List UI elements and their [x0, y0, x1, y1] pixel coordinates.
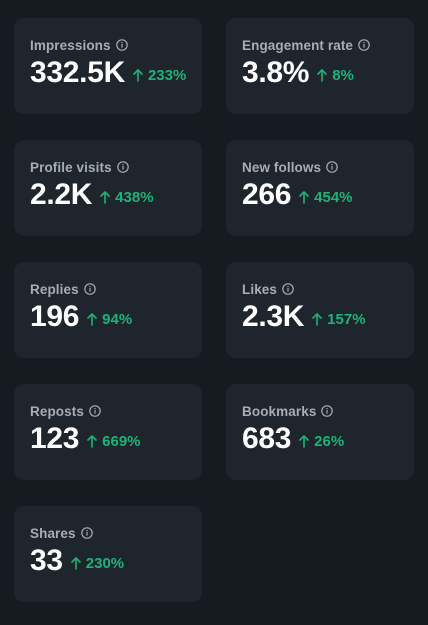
metric-card-replies[interactable]: Replies 196 94%	[14, 262, 202, 358]
metric-label-row: Replies	[30, 280, 186, 298]
metric-label: Bookmarks	[242, 403, 317, 419]
metric-value: 2.3K	[242, 300, 305, 333]
metric-card-reposts[interactable]: Reposts 123 669%	[14, 384, 202, 480]
metric-label: Replies	[30, 281, 79, 297]
metric-label: Profile visits	[30, 159, 112, 175]
metric-label-row: Engagement rate	[242, 36, 398, 54]
metric-change-value: 230%	[85, 555, 125, 572]
info-icon[interactable]	[326, 161, 338, 173]
metric-label: Reposts	[30, 403, 84, 419]
metric-label-row: New follows	[242, 158, 398, 176]
metric-label: Likes	[242, 281, 278, 297]
metric-change-value: 669%	[102, 433, 141, 450]
arrow-up-icon	[299, 435, 309, 448]
info-icon[interactable]	[282, 283, 294, 295]
metric-change-value: 8%	[332, 67, 354, 84]
metric-change-value: 26%	[314, 433, 345, 450]
metric-label: Impressions	[30, 37, 111, 53]
metric-card-impressions[interactable]: Impressions 332.5K 233%	[14, 18, 202, 114]
metric-label-row: Reposts	[30, 402, 186, 420]
metric-label-row: Likes	[242, 280, 398, 298]
metric-label-row: Profile visits	[30, 158, 186, 176]
metric-value-row: 3.8% 8%	[242, 55, 398, 91]
metric-card-engagement-rate[interactable]: Engagement rate 3.8% 8%	[226, 18, 414, 114]
metric-label: Engagement rate	[242, 37, 354, 53]
arrow-up-icon	[70, 557, 81, 570]
metric-label: Shares	[30, 525, 76, 541]
metric-value: 123	[30, 422, 80, 455]
info-icon[interactable]	[116, 161, 129, 173]
info-icon[interactable]	[321, 405, 334, 417]
metric-change-value: 157%	[327, 311, 366, 328]
metric-change: 230%	[70, 555, 125, 572]
metric-value-row: 2.3K 157%	[242, 299, 398, 335]
metric-change: 26%	[299, 433, 344, 450]
metric-label-row: Impressions	[30, 36, 186, 54]
metric-value-row: 196 94%	[30, 299, 186, 335]
info-icon[interactable]	[358, 39, 370, 51]
metric-value: 196	[30, 300, 80, 333]
metric-value: 332.5K	[30, 56, 125, 89]
metric-change-value: 233%	[147, 67, 187, 84]
metric-card-bookmarks[interactable]: Bookmarks 683 26%	[226, 384, 414, 480]
metric-change: 438%	[100, 189, 154, 206]
metric-change-value: 94%	[102, 311, 133, 328]
metric-label: New follows	[242, 159, 322, 175]
metric-value-row: 123 669%	[30, 421, 186, 457]
metric-value: 2.2K	[30, 178, 93, 211]
metric-card-shares[interactable]: Shares 33 230%	[14, 506, 202, 602]
metric-value: 683	[242, 422, 292, 455]
metric-value-row: 332.5K 233%	[30, 55, 186, 91]
arrow-up-icon	[87, 435, 97, 448]
metric-change: 454%	[299, 189, 353, 206]
arrow-up-icon	[100, 191, 110, 204]
metric-change: 233%	[133, 67, 186, 84]
metric-change: 157%	[312, 311, 366, 328]
metric-value: 3.8%	[242, 56, 310, 89]
arrow-up-icon	[87, 313, 97, 326]
metric-value: 266	[242, 178, 292, 211]
metric-value-row: 33 230%	[30, 543, 186, 579]
info-icon[interactable]	[115, 39, 128, 51]
arrow-up-icon	[317, 69, 327, 82]
metric-value-row: 266 454%	[242, 177, 398, 213]
metric-value-row: 2.2K 438%	[30, 177, 186, 213]
metric-card-likes[interactable]: Likes 2.3K 157%	[226, 262, 414, 358]
metric-change-value: 438%	[115, 189, 154, 206]
metric-label-row: Bookmarks	[242, 402, 398, 420]
info-icon[interactable]	[89, 405, 101, 417]
metric-change: 8%	[317, 67, 354, 84]
metric-value-row: 683 26%	[242, 421, 398, 457]
metric-value: 33	[30, 544, 63, 577]
metric-change-value: 454%	[314, 189, 353, 206]
arrow-up-icon	[312, 313, 322, 326]
metrics-grid: Impressions 332.5K 233% Engagement rate …	[14, 18, 414, 602]
info-icon[interactable]	[80, 527, 93, 539]
info-icon[interactable]	[83, 283, 96, 295]
arrow-up-icon	[133, 69, 143, 82]
metric-card-new-follows[interactable]: New follows 266 454%	[226, 140, 414, 236]
metric-label-row: Shares	[30, 524, 186, 542]
arrow-up-icon	[299, 191, 309, 204]
metric-change: 669%	[87, 433, 141, 450]
metric-change: 94%	[87, 311, 132, 328]
metric-card-profile-visits[interactable]: Profile visits 2.2K 438%	[14, 140, 202, 236]
